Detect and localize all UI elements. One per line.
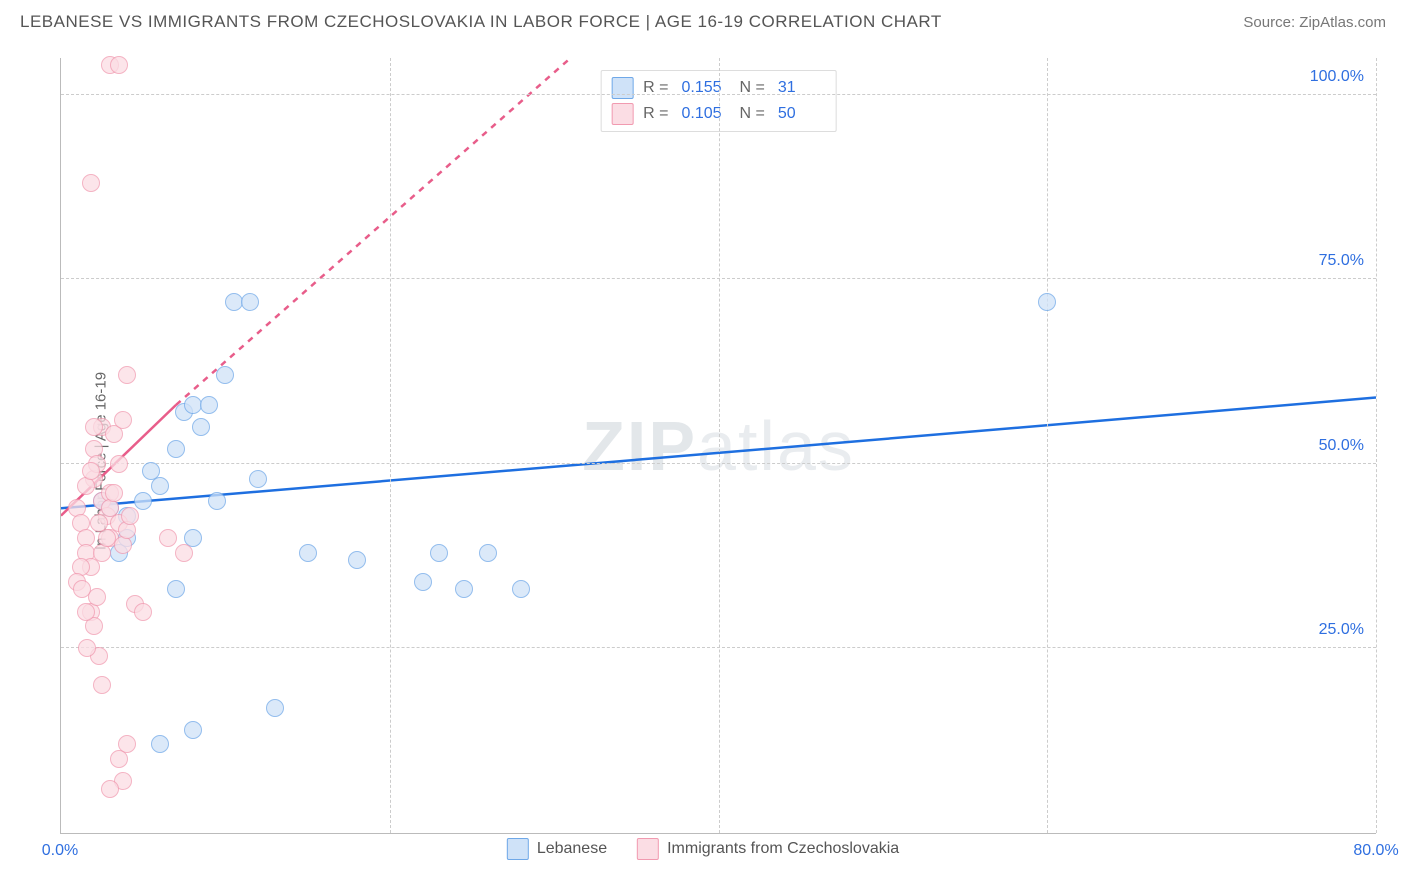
data-point-lebanese xyxy=(512,580,530,598)
data-point-czech xyxy=(175,544,193,562)
data-point-lebanese xyxy=(241,293,259,311)
data-point-lebanese xyxy=(151,735,169,753)
data-point-czech xyxy=(93,676,111,694)
data-point-lebanese xyxy=(151,477,169,495)
data-point-lebanese xyxy=(455,580,473,598)
legend-swatch xyxy=(611,103,633,125)
x-tick-label: 80.0% xyxy=(1353,842,1398,860)
y-tick-label: 100.0% xyxy=(1310,68,1364,86)
n-label: N = xyxy=(740,105,765,123)
data-point-lebanese xyxy=(192,418,210,436)
data-point-czech xyxy=(110,750,128,768)
data-point-lebanese xyxy=(249,470,267,488)
data-point-lebanese xyxy=(430,544,448,562)
data-point-lebanese xyxy=(348,551,366,569)
data-point-lebanese xyxy=(208,492,226,510)
data-point-lebanese xyxy=(266,699,284,717)
data-point-czech xyxy=(118,366,136,384)
data-point-czech xyxy=(77,603,95,621)
data-point-czech xyxy=(114,411,132,429)
legend-swatch xyxy=(637,838,659,860)
data-point-lebanese xyxy=(216,366,234,384)
data-point-lebanese xyxy=(299,544,317,562)
data-point-czech xyxy=(101,780,119,798)
data-point-lebanese xyxy=(1038,293,1056,311)
data-point-lebanese xyxy=(479,544,497,562)
r-label: R = xyxy=(643,105,668,123)
legend-item: Immigrants from Czechoslovakia xyxy=(637,838,899,860)
data-point-czech xyxy=(110,56,128,74)
chart-area: In Labor Force | Age 16-19 ZIPatlas R =0… xyxy=(20,48,1386,874)
gridline-v xyxy=(1376,58,1377,833)
n-value: 50 xyxy=(778,105,826,123)
gridline-v xyxy=(390,58,391,833)
gridline-v xyxy=(1047,58,1048,833)
legend-swatch xyxy=(507,838,529,860)
y-tick-label: 75.0% xyxy=(1319,252,1364,270)
data-point-czech xyxy=(82,462,100,480)
x-tick-label: 0.0% xyxy=(42,842,78,860)
source-link[interactable]: ZipAtlas.com xyxy=(1299,14,1386,31)
series-legend: Lebanese Immigrants from Czechoslovakia xyxy=(507,838,899,860)
source-label: Source: xyxy=(1243,14,1299,31)
data-point-czech xyxy=(105,484,123,502)
data-point-lebanese xyxy=(200,396,218,414)
data-point-lebanese xyxy=(167,440,185,458)
y-tick-label: 50.0% xyxy=(1319,437,1364,455)
data-point-lebanese xyxy=(167,580,185,598)
data-point-czech xyxy=(78,639,96,657)
data-point-czech xyxy=(121,507,139,525)
legend-label: Immigrants from Czechoslovakia xyxy=(667,840,899,858)
data-point-lebanese xyxy=(184,396,202,414)
chart-title: LEBANESE VS IMMIGRANTS FROM CZECHOSLOVAK… xyxy=(20,12,942,32)
data-point-lebanese xyxy=(225,293,243,311)
data-point-czech xyxy=(98,529,116,547)
data-point-czech xyxy=(73,580,91,598)
data-point-czech xyxy=(110,455,128,473)
data-point-czech xyxy=(82,174,100,192)
chart-header: LEBANESE VS IMMIGRANTS FROM CZECHOSLOVAK… xyxy=(0,0,1406,40)
legend-label: Lebanese xyxy=(537,840,607,858)
plot-region: ZIPatlas R =0.155N =31R =0.105N =50 25.0… xyxy=(60,58,1376,834)
legend-swatch xyxy=(611,77,633,99)
data-point-lebanese xyxy=(414,573,432,591)
data-point-lebanese xyxy=(184,721,202,739)
legend-item: Lebanese xyxy=(507,838,607,860)
data-point-czech xyxy=(159,529,177,547)
y-tick-label: 25.0% xyxy=(1319,621,1364,639)
source-attribution: Source: ZipAtlas.com xyxy=(1243,14,1386,31)
gridline-v xyxy=(719,58,720,833)
data-point-czech xyxy=(85,418,103,436)
data-point-czech xyxy=(134,603,152,621)
data-point-lebanese xyxy=(134,492,152,510)
r-value: 0.105 xyxy=(682,105,730,123)
